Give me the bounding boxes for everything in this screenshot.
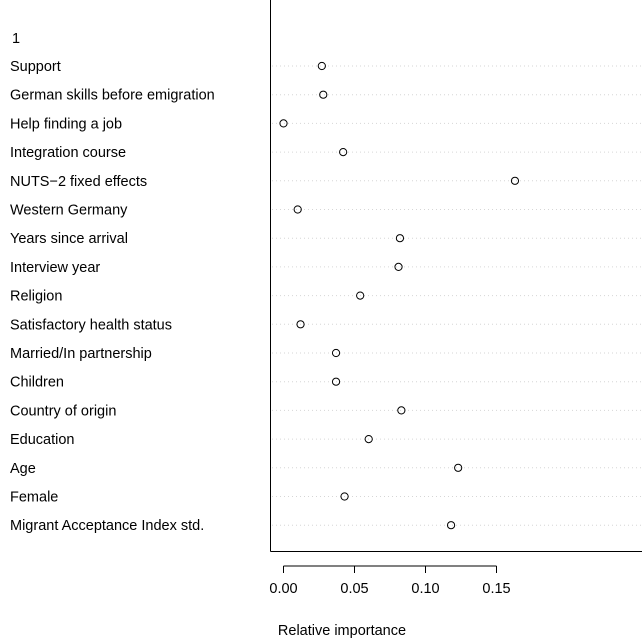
data-point [340,492,349,501]
category-label: German skills before emigration [10,88,215,104]
data-point [395,234,405,243]
category-label: Migrant Acceptance Index std. [10,518,204,534]
data-point [446,521,456,530]
category-label: Married/In partnership [10,346,152,362]
data-point [397,406,406,415]
data-point [331,377,341,386]
data-point [394,262,403,271]
data-points [279,61,520,530]
category-labels: Support German skills before emigration He… [10,59,215,534]
category-label: Age [10,461,36,477]
data-point [364,435,373,444]
data-point [454,463,463,472]
category-label: Religion [10,289,62,305]
data-point [356,291,365,300]
x-axis: 0.00 0.05 0.10 0.15 [269,565,511,597]
x-tick-label: 0.10 [411,581,439,597]
data-point [296,320,305,329]
data-point [319,90,328,99]
data-point [279,119,288,128]
data-point [510,176,520,185]
category-label: Children [10,375,64,391]
data-point [317,61,326,71]
category-label: Country of origin [10,403,116,419]
data-point [293,205,302,214]
category-label: Education [10,432,75,448]
category-label: Female [10,490,58,506]
category-label: Integration course [10,145,126,161]
data-point [331,348,341,358]
category-label: NUTS−2 fixed effects [10,174,147,190]
category-label: Western Germany [10,203,128,219]
category-label: Interview year [10,260,100,276]
x-tick-label: 0.00 [269,581,297,597]
guide-lines [272,65,642,526]
category-label: Satisfactory health status [10,317,172,333]
x-axis-title: Relative importance [278,623,406,639]
data-point [339,148,348,157]
group-label: 1 [12,31,20,47]
category-label: Help finding a job [10,116,122,132]
x-tick-label: 0.05 [340,581,368,597]
category-label: Years since arrival [10,231,128,247]
x-tick-label: 0.15 [482,581,510,597]
category-label: Support [10,59,61,75]
